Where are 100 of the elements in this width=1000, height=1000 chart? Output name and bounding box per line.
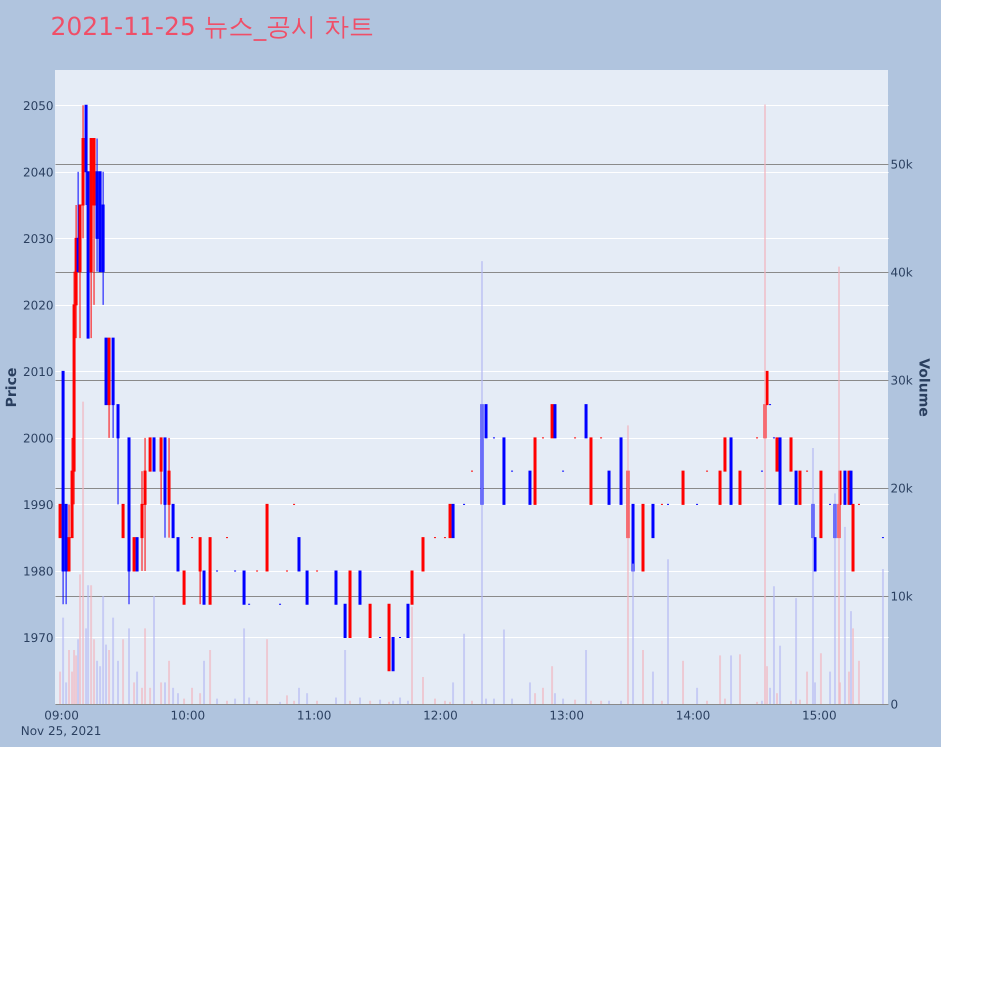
x-tick-label: 11:00	[296, 708, 332, 722]
bar	[344, 650, 346, 704]
bar	[226, 700, 228, 704]
bar	[199, 693, 202, 704]
bar	[795, 598, 798, 704]
bar	[667, 559, 670, 704]
bar	[293, 700, 296, 704]
bar	[858, 660, 860, 704]
bar	[542, 688, 544, 704]
bar	[90, 585, 92, 704]
bar	[772, 586, 775, 704]
bar	[96, 660, 98, 704]
x-tick-label: 14:00	[676, 708, 710, 722]
bar	[585, 650, 588, 704]
bar	[316, 700, 318, 704]
bar	[168, 660, 170, 704]
bar	[122, 639, 124, 704]
bar	[117, 660, 120, 704]
x-tick-label: 12:00	[423, 708, 458, 722]
bar	[99, 666, 102, 704]
bar	[632, 564, 634, 704]
bar	[696, 688, 698, 704]
x-tick-label: 09:00	[44, 708, 79, 722]
y-axis-title: Price	[4, 368, 20, 408]
bar	[234, 698, 236, 704]
bar	[820, 653, 822, 704]
bar	[626, 425, 629, 704]
bar	[298, 688, 300, 704]
bar	[682, 660, 684, 704]
bar	[128, 628, 130, 704]
bar	[706, 700, 708, 704]
y2-tick-label: 30k	[890, 373, 913, 388]
y2-axis-title: Volume	[916, 358, 932, 417]
bar	[480, 261, 483, 704]
bar	[528, 682, 531, 704]
bar	[850, 611, 852, 704]
bar	[149, 688, 152, 704]
bar	[829, 672, 832, 704]
bar	[551, 666, 554, 704]
bar	[882, 568, 884, 704]
bar	[502, 629, 505, 704]
bar	[334, 698, 337, 704]
bar	[102, 596, 104, 704]
bar	[79, 574, 82, 704]
y-tick-label: 2020	[22, 298, 54, 312]
bar	[160, 682, 162, 704]
bar	[406, 700, 409, 704]
bar	[471, 700, 474, 704]
bar	[790, 700, 792, 704]
y-tick-label: 2050	[22, 98, 54, 113]
bar	[82, 402, 84, 704]
bar	[620, 700, 622, 704]
bar	[411, 606, 414, 704]
bar	[838, 266, 840, 704]
bar	[844, 526, 846, 704]
bar	[534, 693, 536, 704]
y2-tick-label: 40k	[890, 265, 913, 280]
bar	[75, 655, 78, 704]
bar	[485, 698, 488, 704]
bar	[216, 698, 218, 704]
bar	[164, 682, 166, 704]
y-tick-label: 1990	[22, 498, 54, 512]
bar	[73, 650, 76, 704]
bar	[814, 682, 816, 704]
bar	[136, 672, 138, 704]
y-tick-label: 2000	[22, 431, 54, 446]
bar	[852, 628, 854, 704]
bar	[209, 650, 212, 704]
bar	[105, 644, 108, 704]
bar	[590, 700, 592, 704]
y2-tick-label: 10k	[890, 589, 913, 604]
y2-tick-label: 20k	[890, 481, 913, 496]
bar	[730, 655, 732, 704]
bar	[600, 700, 602, 704]
bar	[256, 700, 258, 704]
bar	[266, 639, 268, 704]
y2-tick-label: 0	[890, 698, 898, 712]
bar	[779, 646, 782, 704]
bar	[444, 700, 446, 704]
bar	[203, 660, 206, 704]
y2-tick-label: 50k	[890, 157, 913, 172]
bar	[349, 700, 352, 704]
bar	[492, 698, 495, 704]
bar	[642, 650, 644, 704]
bar	[133, 682, 136, 704]
bar	[738, 654, 741, 704]
bar	[769, 688, 772, 704]
bar	[452, 682, 454, 704]
chart-title: 2021-11-25 뉴스_공시 차트	[50, 12, 374, 41]
bar	[59, 672, 62, 704]
bar	[834, 493, 836, 704]
bar	[848, 672, 850, 704]
bar	[177, 693, 180, 704]
bar	[286, 695, 288, 704]
y-tick-label: 2030	[22, 232, 54, 246]
bar	[358, 698, 361, 704]
bar	[764, 104, 766, 704]
bar	[108, 650, 110, 704]
bar	[766, 666, 768, 704]
bar	[652, 672, 654, 704]
